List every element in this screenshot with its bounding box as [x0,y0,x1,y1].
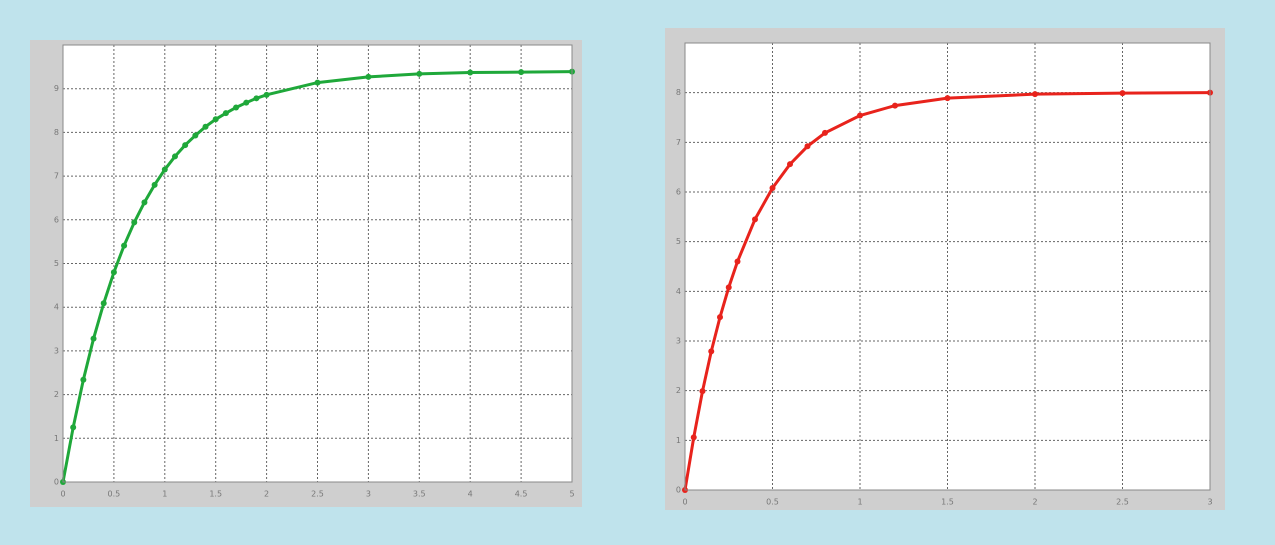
x-tick-label: 3 [1207,498,1212,507]
y-tick-label: 2 [676,386,681,395]
x-tick-label: 2 [1032,498,1037,507]
data-point [202,123,209,130]
data-point [944,95,951,102]
x-tick-label: 1 [857,498,862,507]
data-point [725,284,732,291]
x-tick-label: 0 [60,490,65,499]
x-tick-label: 4 [468,490,473,499]
data-point [314,79,321,86]
data-point [263,91,270,98]
data-point [171,153,178,160]
x-tick-label: 2.5 [311,490,324,499]
data-point [110,269,117,276]
y-tick-label: 6 [676,188,681,197]
y-tick-label: 7 [676,138,681,147]
data-point [1032,91,1038,98]
data-point [161,166,168,173]
data-point [151,181,158,188]
data-point [253,95,260,102]
plot-frame [684,42,1211,491]
data-point [70,424,77,431]
data-point [467,69,474,76]
x-tick-label: 3 [366,490,371,499]
x-tick-label: 0 [682,498,687,507]
data-point [121,242,128,249]
x-tick-label: 0.5 [766,498,779,507]
x-tick-label: 1.5 [941,498,954,507]
y-tick-label: 5 [676,237,681,246]
y-tick-label: 4 [676,287,681,296]
data-point [141,199,148,206]
data-point [708,348,715,355]
data-point [734,258,741,265]
y-tick-label: 8 [54,128,59,137]
y-tick-label: 7 [54,172,59,181]
data-point [222,110,229,117]
y-tick-label: 1 [54,434,59,443]
x-tick-label: 4.5 [515,490,528,499]
x-tick-label: 0.5 [108,490,121,499]
data-point [182,142,189,149]
data-point [365,73,372,80]
data-point [822,129,828,136]
data-point [769,185,776,192]
data-line [683,91,1211,491]
data-point [787,161,793,168]
x-tick-label: 5 [569,490,574,499]
y-tick-label: 9 [54,84,59,93]
data-point [212,116,219,123]
plot-frame [62,44,573,483]
y-tick-label: 0 [676,486,681,495]
data-point [192,132,199,139]
data-point [90,335,97,342]
data-point [131,219,138,226]
data-point [690,434,697,441]
x-tick-label: 3.5 [413,490,426,499]
x-tick-label: 1.5 [209,490,222,499]
data-point [1119,90,1126,97]
data-point [518,69,525,76]
data-point [416,70,423,77]
x-tick-label: 1 [162,490,167,499]
y-tick-label: 4 [54,303,59,312]
data-point [804,143,811,150]
data-point [100,300,107,307]
data-point [717,314,723,321]
data-point [892,102,898,109]
x-tick-label: 2.5 [1116,498,1129,507]
data-point [752,216,758,223]
y-tick-label: 2 [54,390,59,399]
data-point [857,112,863,119]
y-tick-label: 3 [54,346,59,355]
x-tick-label: 2 [264,490,269,499]
y-tick-label: 8 [676,88,681,97]
data-point [233,104,240,111]
y-tick-label: 1 [676,436,681,445]
y-tick-label: 3 [676,337,681,346]
data-point [243,99,250,106]
y-tick-label: 0 [54,478,59,487]
data-point [699,388,706,395]
y-tick-label: 5 [54,259,59,268]
plot-area [685,43,1210,490]
data-point [80,376,87,383]
y-tick-label: 6 [54,215,59,224]
